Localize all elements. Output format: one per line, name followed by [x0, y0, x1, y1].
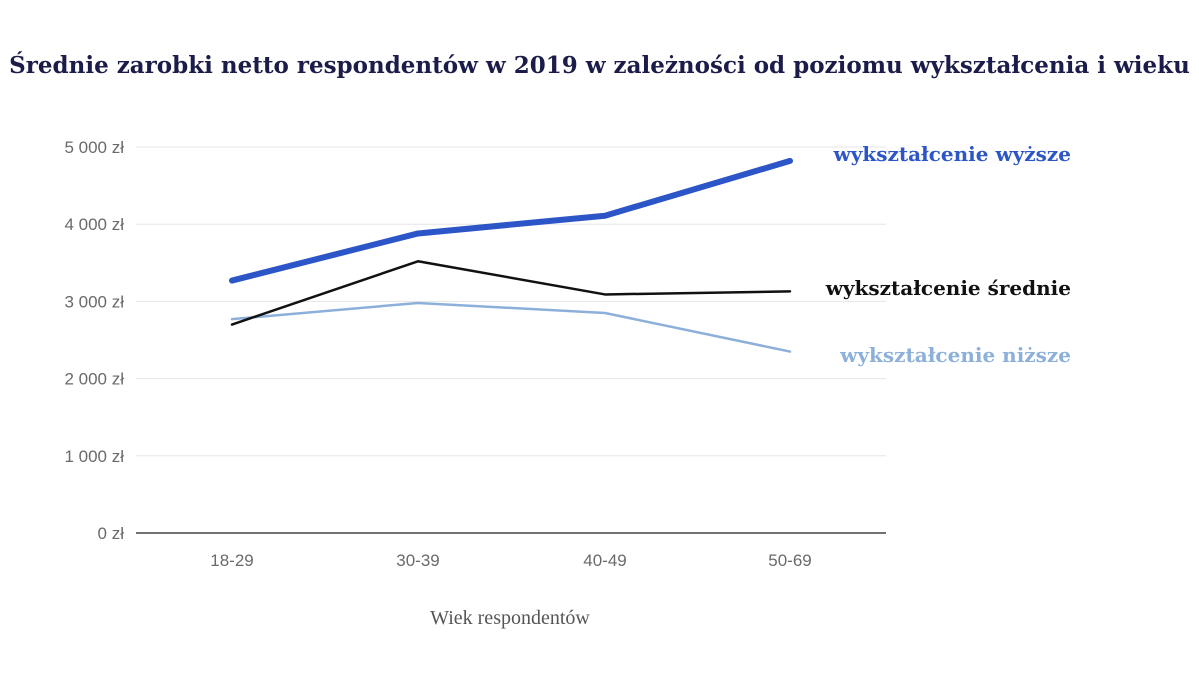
y-tick-label: 0 zł — [98, 524, 125, 543]
series-line — [229, 157, 793, 284]
series-label: wykształcenie wyższe — [833, 142, 1071, 166]
series-label: wykształcenie średnie — [825, 276, 1071, 300]
series-labels: wykształcenie wyższe wykształcenie średni… — [825, 142, 1071, 367]
grid-lines — [136, 146, 886, 534]
series-line — [230, 301, 792, 353]
series-line — [230, 260, 792, 326]
x-axis-ticks: 18-29 30-39 40-49 50-69 — [210, 551, 811, 570]
chart-title: Średnie zarobki netto respondentów w 201… — [9, 52, 1190, 79]
series-lines — [229, 157, 793, 353]
series-label: wykształcenie niższe — [839, 343, 1071, 367]
y-tick-label: 1 000 zł — [64, 447, 124, 466]
x-axis-label: Wiek respondentów — [430, 607, 590, 629]
x-tick-label: 18-29 — [210, 551, 253, 570]
y-tick-label: 2 000 zł — [64, 370, 124, 389]
y-tick-label: 4 000 zł — [64, 215, 124, 234]
x-tick-label: 30-39 — [396, 551, 439, 570]
y-tick-label: 3 000 zł — [64, 292, 124, 311]
x-tick-label: 50-69 — [768, 551, 811, 570]
y-tick-label: 5 000 zł — [64, 138, 124, 157]
y-axis-ticks: 0 zł 1 000 zł 2 000 zł 3 000 zł 4 000 zł 5 00… — [64, 138, 124, 543]
x-tick-label: 40-49 — [583, 551, 626, 570]
